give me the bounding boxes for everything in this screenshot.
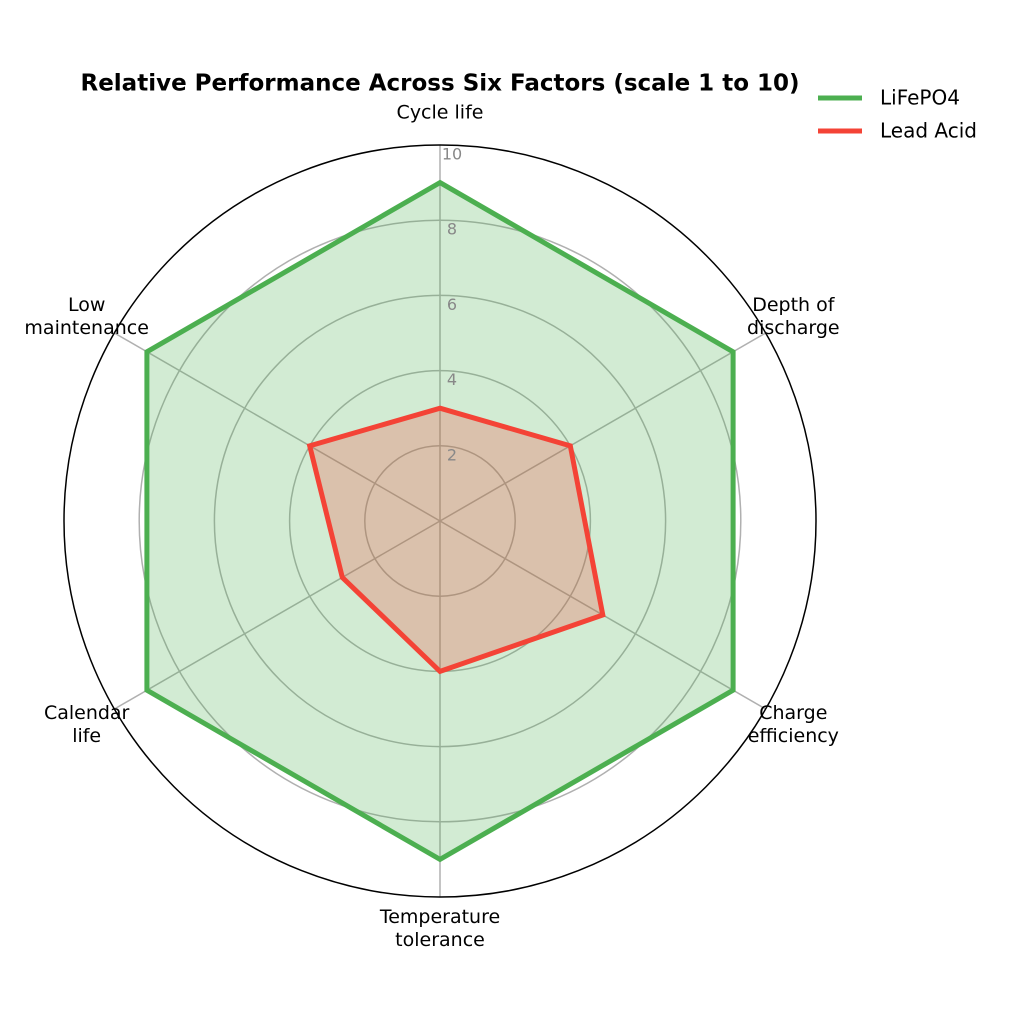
r-tick-label: 2 bbox=[447, 445, 457, 464]
category-label: Depth of discharge bbox=[747, 294, 840, 339]
chart-title: Relative Performance Across Six Factors … bbox=[80, 71, 799, 97]
r-tick-label: 6 bbox=[447, 295, 457, 314]
spoke bbox=[439, 332, 767, 522]
spoke bbox=[113, 332, 441, 522]
r-tick-label: 4 bbox=[447, 370, 457, 389]
category-label: Low maintenance bbox=[24, 294, 149, 339]
legend-label: Lead Acid bbox=[880, 119, 977, 143]
r-tick-label: 10 bbox=[442, 145, 462, 164]
category-label: Temperature tolerance bbox=[379, 906, 501, 951]
outer-frame bbox=[63, 144, 817, 898]
r-tick-label: 8 bbox=[447, 220, 457, 239]
series-area bbox=[146, 182, 734, 860]
series-line bbox=[306, 405, 606, 675]
series-area bbox=[309, 408, 603, 672]
category-label: Calendar life bbox=[43, 702, 130, 747]
legend-label: LiFePO4 bbox=[880, 86, 960, 110]
category-label: Cycle life bbox=[396, 101, 484, 124]
spoke bbox=[113, 520, 441, 710]
category-label: Charge efficiency bbox=[747, 702, 839, 747]
series-line bbox=[144, 179, 736, 863]
